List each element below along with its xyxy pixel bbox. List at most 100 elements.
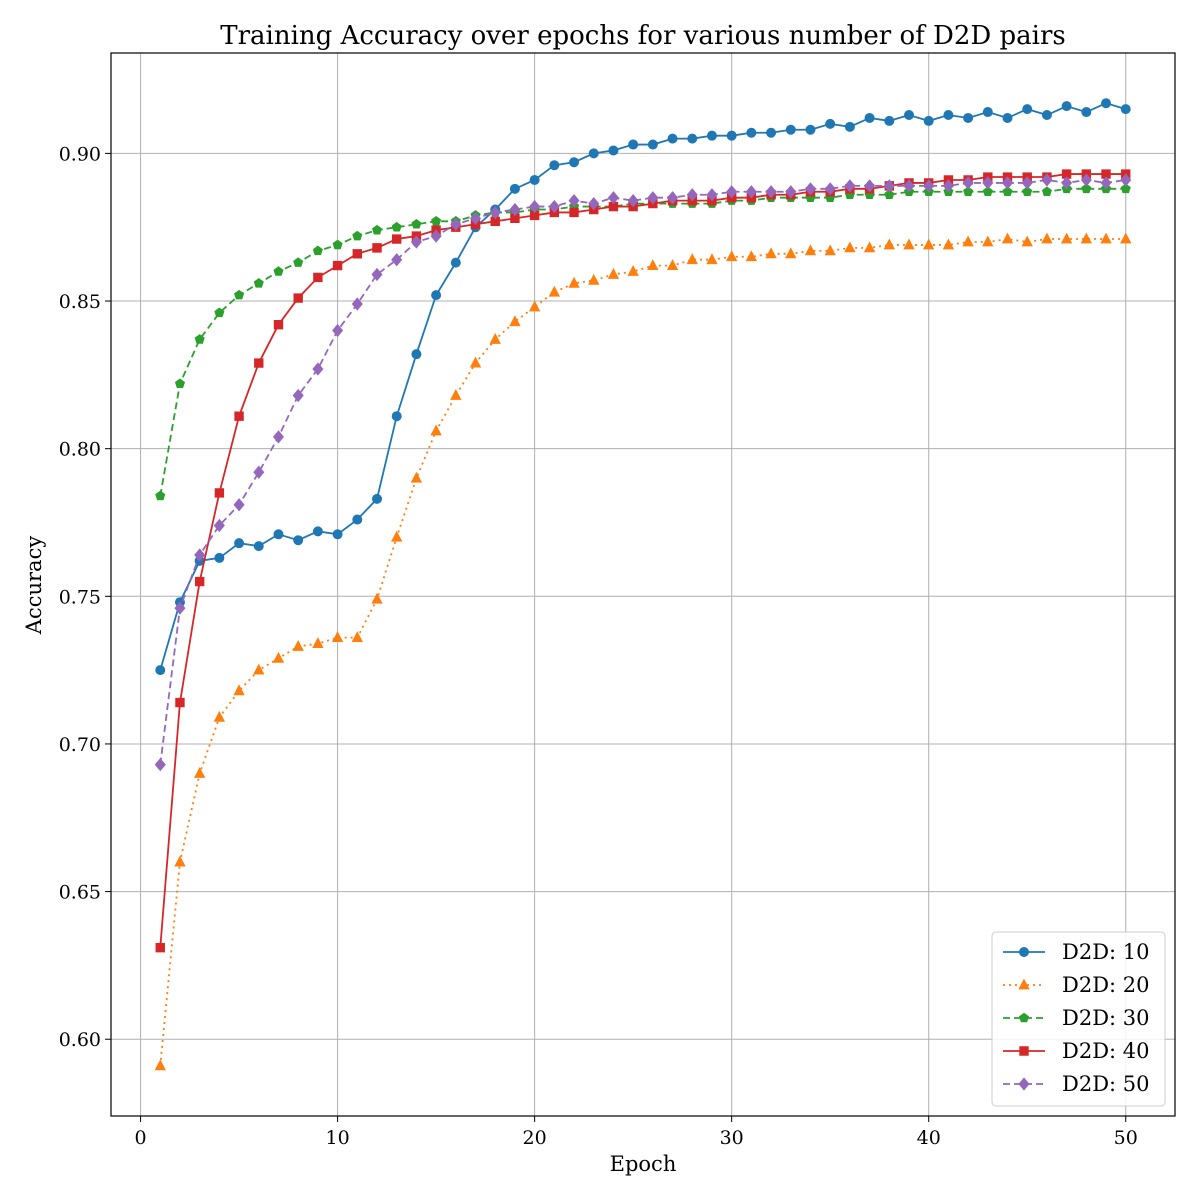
data-point: [174, 855, 186, 867]
data-point: [332, 529, 343, 540]
data-point: [687, 133, 698, 144]
data-point: [272, 651, 285, 663]
x-tick-label: 40: [917, 1127, 941, 1149]
data-point: [627, 194, 639, 208]
data-point: [785, 247, 797, 259]
legend-box: [991, 931, 1166, 1107]
data-point: [548, 199, 560, 214]
legend-marker: [1019, 947, 1030, 958]
data-point: [1061, 176, 1073, 190]
legend-label: D2D: 40: [1062, 1039, 1150, 1063]
data-point: [213, 518, 225, 533]
data-point: [450, 217, 462, 231]
data-point: [1120, 104, 1131, 115]
axis-ticks: 0 10 20 30 40 50 0.60 0.65 0.70 0.75 0.80 0.85 0.90: [59, 143, 1138, 1149]
data-point: [1080, 232, 1092, 244]
data-point: [292, 640, 304, 651]
data-point: [234, 411, 244, 421]
data-point: [293, 293, 303, 303]
data-point: [785, 124, 796, 135]
data-point: [411, 349, 422, 360]
data-point: [706, 130, 717, 141]
data-point: [765, 247, 777, 259]
data-point: [825, 118, 836, 129]
legend-entry: D2D: 50: [1003, 1072, 1150, 1096]
data-point: [982, 186, 993, 197]
data-point: [942, 238, 955, 250]
data-point: [1041, 232, 1053, 244]
data-point: [194, 767, 206, 778]
y-axis-label: Accuracy: [22, 536, 46, 636]
data-point: [273, 319, 284, 330]
data-point: [529, 174, 540, 185]
data-point: [548, 285, 560, 297]
data-point: [963, 112, 974, 123]
y-tick-label: 0.65: [59, 882, 101, 904]
data-point: [706, 188, 718, 202]
data-point: [569, 207, 579, 218]
data-point: [430, 229, 442, 243]
data-point: [509, 202, 521, 217]
data-point: [332, 323, 344, 338]
data-point: [194, 548, 206, 562]
data-point: [313, 272, 323, 283]
series-5: [154, 173, 1132, 772]
data-point: [963, 186, 974, 197]
data-point: [293, 535, 304, 546]
data-point: [1041, 173, 1053, 187]
data-point: [155, 942, 165, 953]
data-point: [923, 115, 934, 126]
data-point: [175, 697, 185, 708]
data-point: [450, 389, 462, 400]
data-point: [1061, 101, 1072, 112]
data-point: [273, 266, 284, 276]
data-point: [272, 430, 285, 444]
data-point: [233, 684, 245, 696]
data-point: [686, 188, 698, 202]
legend-entry: D2D: 10: [1003, 940, 1150, 964]
data-point: [844, 121, 855, 132]
data-point: [1120, 173, 1132, 187]
data-point: [647, 191, 659, 205]
data-point: [155, 665, 166, 676]
data-point: [549, 160, 560, 171]
plot-frame: [110, 52, 1176, 1117]
data-point: [154, 1059, 166, 1071]
data-point: [331, 631, 344, 643]
series-layer: [154, 98, 1132, 1071]
data-point: [371, 224, 383, 235]
legend-label: D2D: 20: [1062, 973, 1150, 997]
data-point: [1081, 107, 1092, 118]
data-point: [351, 631, 363, 643]
data-point: [745, 185, 757, 199]
data-point: [371, 493, 382, 504]
data-point: [588, 273, 600, 285]
y-tick-label: 0.70: [59, 734, 101, 756]
x-tick-label: 10: [325, 1127, 349, 1149]
data-point: [746, 127, 757, 138]
data-point: [923, 179, 935, 193]
data-point: [431, 290, 442, 301]
data-point: [529, 199, 541, 214]
x-tick-label: 30: [720, 1127, 744, 1149]
data-point: [706, 253, 718, 265]
data-point: [647, 259, 659, 271]
data-point: [864, 112, 875, 123]
data-point: [805, 124, 816, 135]
legend-marker: [1018, 1012, 1030, 1023]
data-point: [943, 110, 954, 121]
legend-marker: [1018, 978, 1030, 990]
data-point: [904, 110, 915, 121]
data-point: [469, 211, 482, 225]
data-point: [312, 637, 324, 648]
data-point: [430, 424, 442, 436]
data-point: [804, 244, 817, 256]
data-point: [884, 189, 895, 200]
y-tick-label: 0.75: [59, 586, 101, 608]
data-point: [253, 663, 265, 675]
data-point: [667, 133, 678, 144]
data-point: [273, 529, 284, 540]
data-point: [884, 115, 895, 126]
x-tick-label: 20: [523, 1127, 547, 1149]
data-point: [686, 253, 698, 265]
